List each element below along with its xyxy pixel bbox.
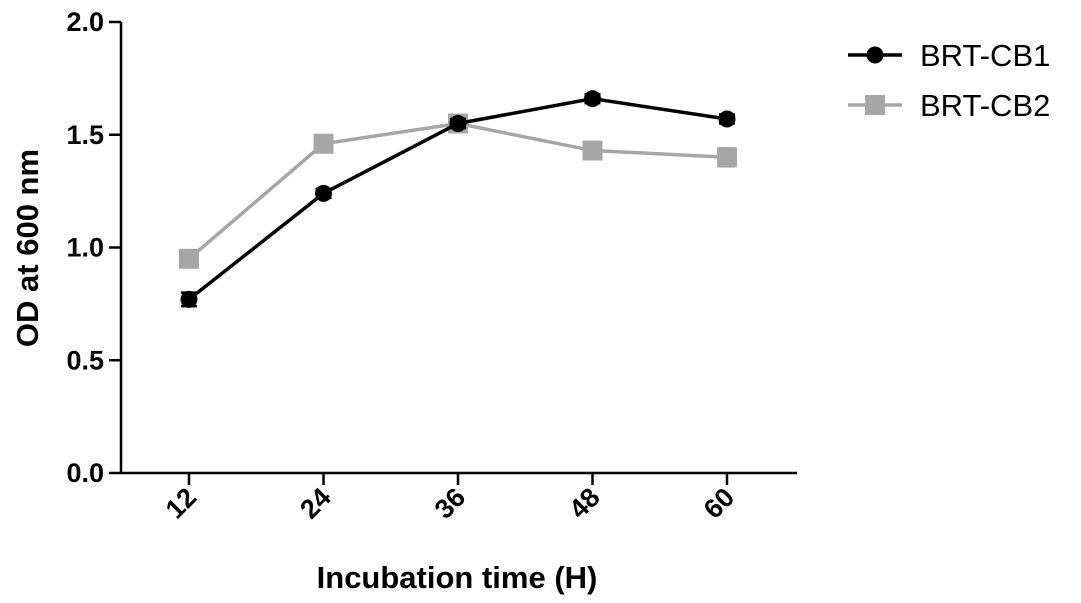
legend-label: BRT-CB2 (920, 88, 1050, 123)
series-line (187, 121, 728, 261)
data-point (584, 90, 601, 108)
axes: 0.0 0.5 1.0 1.5 2.0 12 24 36 48 60 (66, 7, 797, 524)
legend-marker (865, 95, 885, 115)
data-point (315, 184, 332, 202)
legend-item: BRT-CB2 (848, 88, 1050, 123)
legend-label: BRT-CB1 (920, 38, 1050, 73)
x-tick-label: 24 (294, 482, 336, 524)
data-point (717, 147, 737, 168)
y-tick-label: 1.0 (66, 233, 104, 263)
series-layer (179, 90, 737, 308)
x-tick-label: 60 (698, 482, 740, 524)
x-tick-label: 12 (160, 482, 202, 524)
series-brt-cb2 (179, 113, 737, 269)
legend: BRT-CB1 BRT-CB2 (848, 38, 1050, 123)
legend-marker (866, 46, 884, 64)
x-tick-label: 36 (429, 482, 471, 524)
legend-item: BRT-CB1 (848, 38, 1050, 73)
data-point (313, 133, 334, 154)
series-brt-cb1 (180, 90, 736, 308)
y-tick-label: 2.0 (66, 7, 104, 37)
data-point (582, 140, 603, 161)
y-axis-title: OD at 600 nm (10, 149, 45, 347)
data-point (180, 290, 198, 308)
data-point (718, 110, 736, 128)
data-point (449, 114, 467, 132)
x-axis-title: Incubation time (H) (317, 560, 598, 595)
y-tick-label: 1.5 (66, 120, 104, 150)
y-tick-label: 0.5 (66, 345, 104, 375)
labels-layer: OD at 600 nm Incubation time (H) (10, 149, 597, 595)
data-point (179, 248, 199, 269)
y-tick-label: 0.0 (66, 458, 104, 488)
x-tick-label: 48 (563, 482, 605, 524)
